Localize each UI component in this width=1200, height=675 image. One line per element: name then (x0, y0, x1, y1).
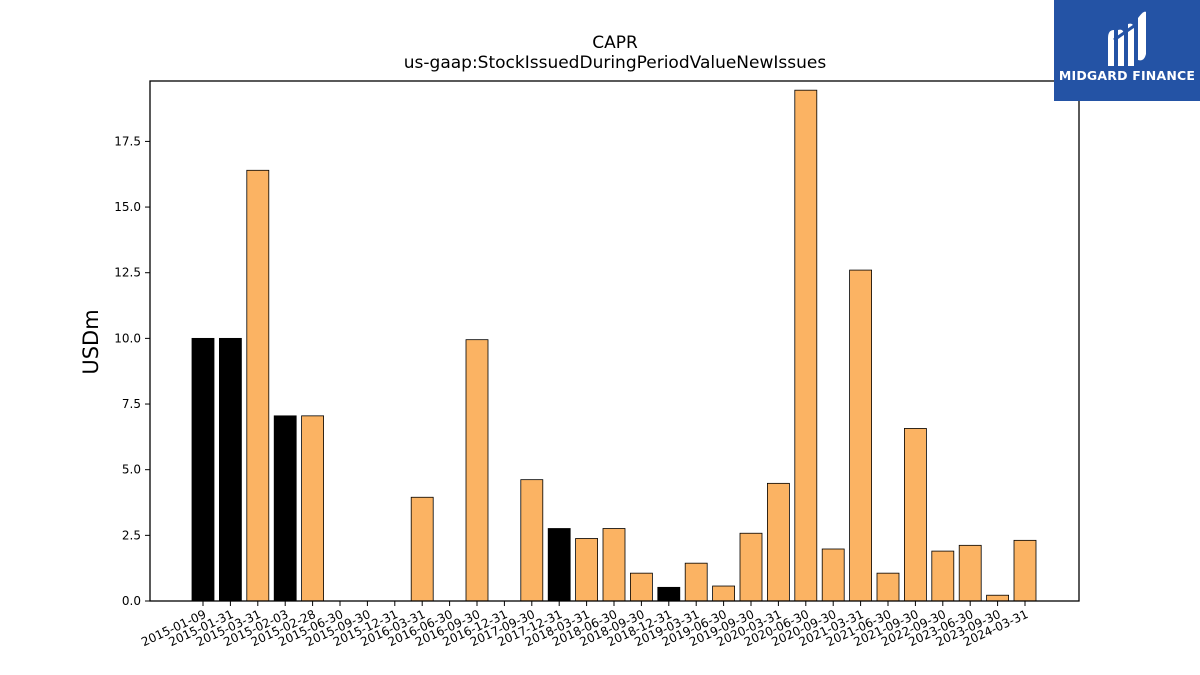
y-ticks-group: 0.0 2.5 5.0 7.5 10.0 12.5 15.0 17.5 (114, 134, 150, 608)
y-tick-label: 12.5 (114, 266, 141, 280)
bars-group (191, 89, 1037, 602)
bar (273, 415, 297, 602)
y-tick-label: 17.5 (114, 134, 141, 148)
bar (547, 528, 571, 602)
bar (191, 337, 215, 602)
chart-title: CAPR (592, 33, 638, 53)
x-ticks-group: 2015-01-092015-01-312015-03-312015-02-03… (139, 601, 1030, 649)
bar (684, 562, 708, 602)
bar (1013, 539, 1037, 602)
bar (465, 339, 489, 602)
bar (218, 337, 242, 602)
bar (767, 482, 790, 602)
bar (958, 544, 982, 602)
bar (630, 572, 653, 602)
bar (794, 89, 818, 602)
midgard-finance-logo: MIDGARD FINANCE (1054, 0, 1200, 101)
bar (986, 594, 1009, 602)
bar (602, 528, 626, 602)
y-tick-label: 2.5 (122, 528, 141, 542)
bar (246, 169, 270, 602)
bar (904, 428, 927, 602)
bar (575, 538, 598, 602)
logo-text: MIDGARD FINANCE (1058, 68, 1196, 83)
bar (301, 415, 325, 602)
plot-frame (149, 80, 1080, 602)
bar (931, 550, 955, 602)
bar (410, 496, 434, 602)
bar (876, 572, 900, 602)
bar (849, 269, 872, 602)
bar (657, 586, 681, 602)
y-axis-label: USDm (79, 309, 103, 374)
bar (821, 548, 845, 602)
y-tick-label: 15.0 (114, 200, 141, 214)
y-tick-label: 5.0 (122, 463, 141, 477)
y-tick-label: 0.0 (122, 594, 141, 608)
y-tick-label: 10.0 (114, 331, 141, 345)
chart-subtitle: us-gaap:StockIssuedDuringPeriodValueNewI… (404, 53, 827, 73)
bar (520, 479, 544, 602)
bar (712, 585, 735, 602)
bar (739, 532, 763, 602)
midgard-logo-icon (1108, 11, 1146, 67)
y-tick-label: 7.5 (122, 397, 141, 411)
